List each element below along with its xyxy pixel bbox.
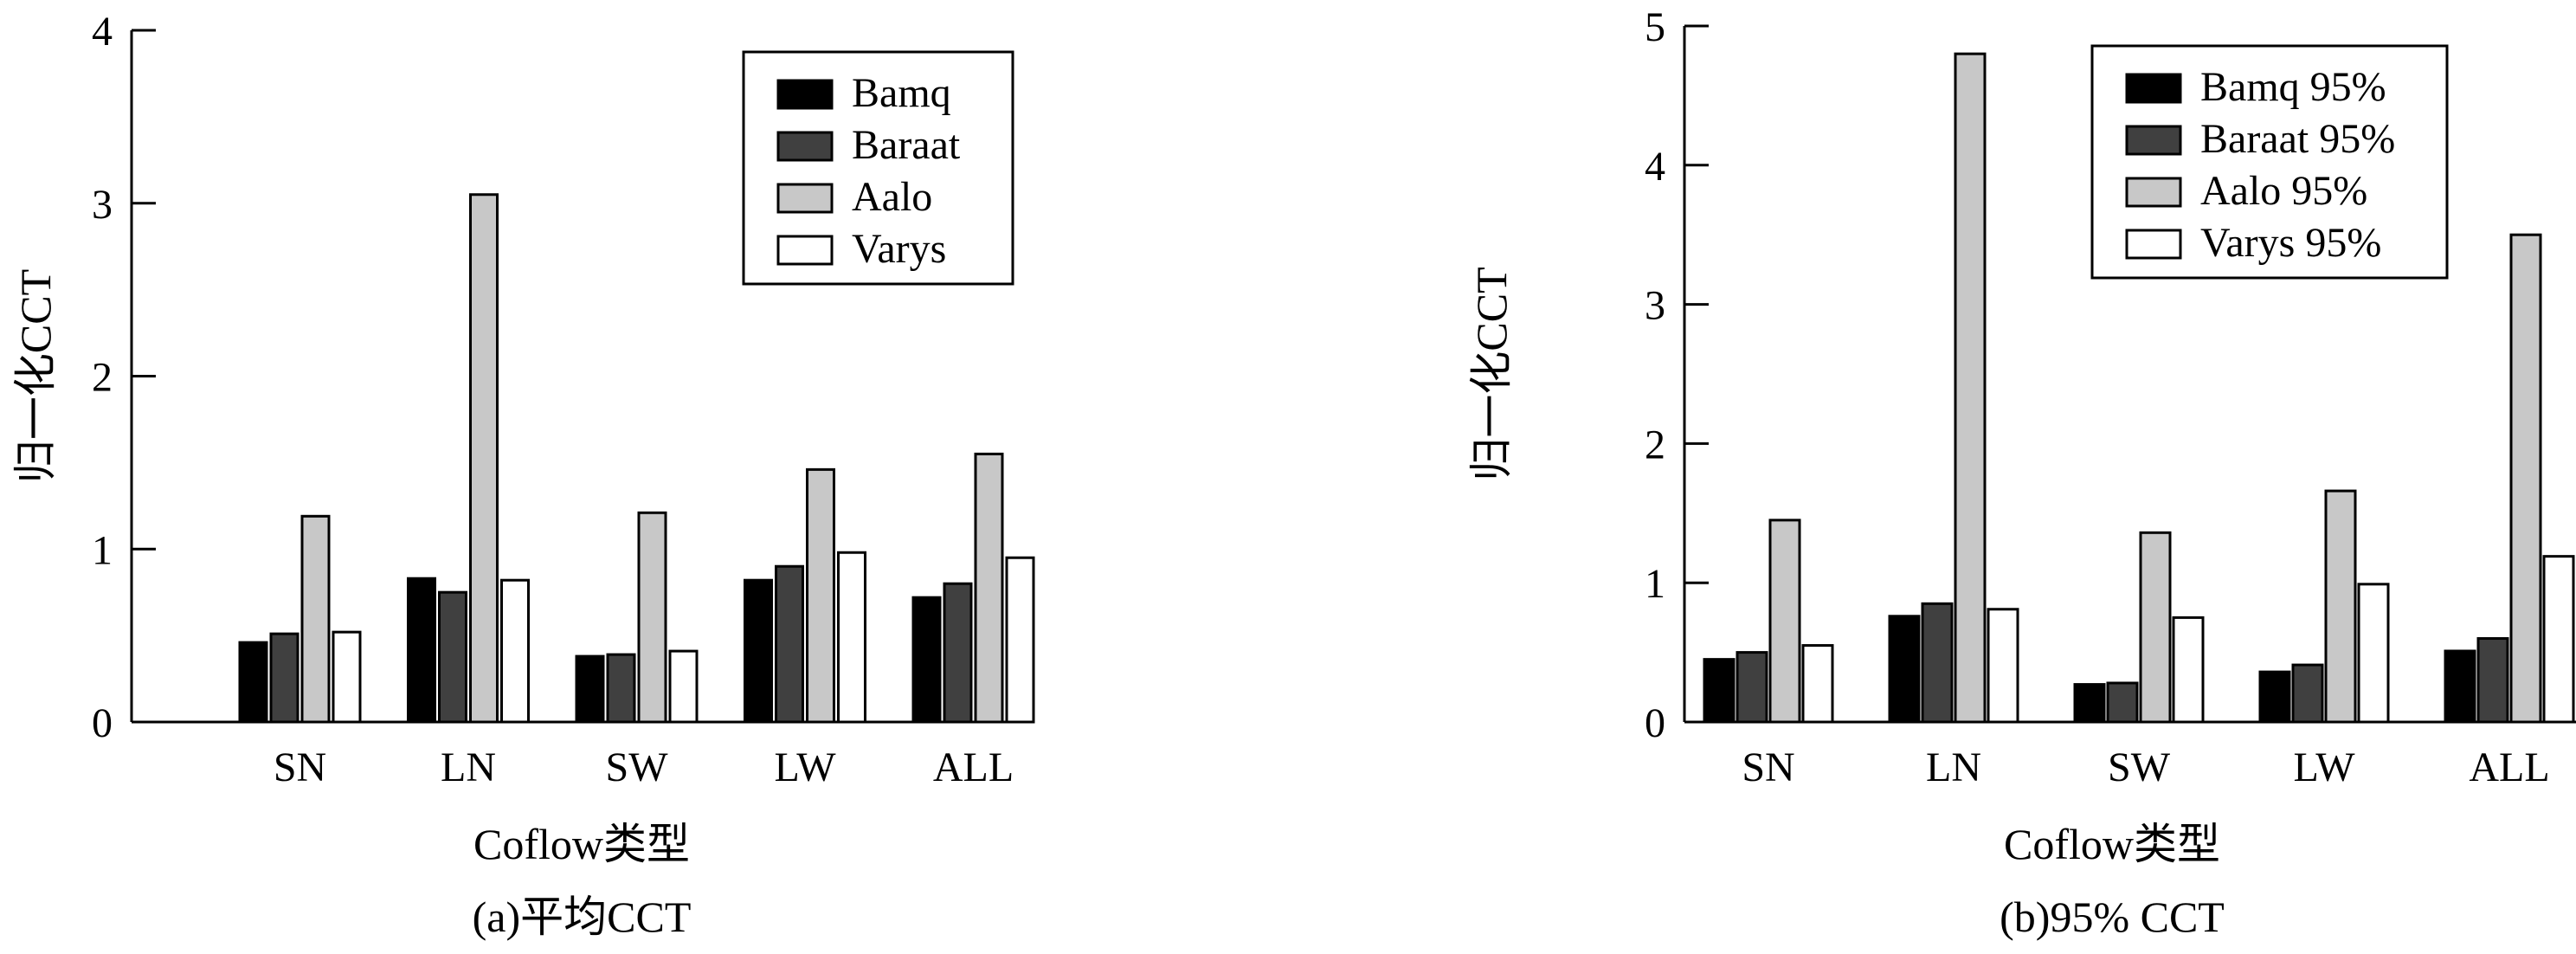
- legend-swatch: [2125, 177, 2182, 208]
- y-tick-label: 1: [1645, 561, 1665, 607]
- y-tick-label: 5: [1645, 4, 1665, 50]
- bar-baraat-lw: [775, 564, 804, 724]
- x-tick-label: LN: [1926, 745, 1981, 790]
- bar-aalo-95-sw: [2139, 531, 2172, 724]
- bar-varys-lw: [837, 551, 866, 724]
- legend-swatch: [776, 183, 834, 214]
- bar-varys-95-lw: [2357, 583, 2390, 724]
- bar-bamq-sn: [238, 641, 268, 724]
- chart-caption: (b)95% CCT: [2000, 893, 2225, 941]
- legend-label: Varys: [852, 226, 946, 272]
- bar-baraat-95-ln: [1921, 602, 1954, 724]
- bar-bamq-lw: [744, 578, 773, 724]
- y-tick-label: 4: [92, 9, 113, 55]
- bar-aalo-95-lw: [2324, 489, 2357, 724]
- bar-bamq-ln: [407, 577, 436, 724]
- legend-swatch: [776, 235, 834, 266]
- x-tick-label: SN: [274, 745, 326, 790]
- bar-aalo-lw: [806, 467, 835, 724]
- y-tick-label: 3: [92, 182, 113, 228]
- bar-bamq-95-sn: [1703, 658, 1736, 724]
- bar-aalo-sn: [300, 514, 331, 724]
- bar-baraat-95-sw: [2106, 681, 2139, 724]
- bar-varys-95-sw: [2172, 616, 2205, 724]
- chart-95th-percentile-cct: 0 1 2 3 4 5 SN LN SW LW ALL Bamq 95% Baraat 95% Aalo …: [1467, 4, 2576, 941]
- y-axis-label: 归一化CCT: [1467, 267, 1516, 480]
- y-tick-label: 2: [1645, 422, 1665, 467]
- x-tick-label: SW: [2108, 745, 2171, 790]
- bar-varys-ln: [500, 578, 530, 724]
- bar-aalo-ln: [469, 193, 499, 724]
- legend-label: Aalo 95%: [2200, 168, 2367, 214]
- bar-varys-all: [1005, 556, 1035, 724]
- bar-baraat-sw: [606, 653, 636, 724]
- y-tick-label: 2: [92, 355, 113, 401]
- chart-average-cct: 0 1 2 3 4 SN LN SW LW ALL Bamq Baraat Aalo Varys 归一化CC…: [11, 9, 1035, 941]
- legend-label: Baraat: [852, 122, 961, 168]
- x-tick-label: LW: [2293, 745, 2355, 790]
- bar-bamq-sw: [575, 654, 605, 724]
- bar-varys-sw: [668, 649, 699, 724]
- chart-caption: (a)平均CCT: [473, 893, 692, 941]
- legend-label: Aalo: [852, 174, 932, 220]
- x-axis-label: Coflow类型: [2004, 820, 2220, 868]
- bar-bamq-95-lw: [2258, 670, 2291, 724]
- bar-bamq-all: [911, 596, 942, 724]
- bar-varys-95-ln: [1987, 608, 2019, 724]
- legend-swatch: [2125, 125, 2182, 156]
- legend-label: Bamq: [852, 70, 951, 116]
- x-tick-label: SW: [606, 745, 669, 790]
- bar-aalo-95-ln: [1954, 52, 1987, 724]
- bar-varys-95-sn: [1801, 644, 1834, 724]
- bar-baraat-95-all: [2476, 637, 2509, 724]
- bar-baraat-sn: [269, 632, 299, 724]
- bar-baraat-95-sn: [1736, 651, 1768, 724]
- legend-label: Baraat 95%: [2200, 116, 2395, 162]
- bar-aalo-95-sn: [1768, 519, 1801, 724]
- y-tick-label: 0: [92, 700, 113, 746]
- bar-bamq-95-ln: [1888, 615, 1921, 724]
- y-axis-label: 归一化CCT: [11, 269, 60, 483]
- x-axis-label: Coflow类型: [473, 820, 690, 868]
- y-tick-label: 0: [1645, 700, 1665, 746]
- legend-swatch: [2125, 73, 2182, 104]
- x-tick-label: SN: [1742, 745, 1794, 790]
- y-tick-label: 4: [1645, 144, 1665, 190]
- x-tick-label: ALL: [933, 745, 1014, 790]
- bar-varys-95-all: [2542, 555, 2575, 724]
- y-tick-label: 3: [1645, 283, 1665, 329]
- y-tick-label: 1: [92, 527, 113, 573]
- x-tick-label: LN: [441, 745, 496, 790]
- bar-baraat-all: [943, 582, 973, 724]
- bar-aalo-sw: [637, 511, 667, 724]
- bar-baraat-ln: [438, 590, 467, 724]
- legend-swatch: [776, 131, 834, 162]
- x-tick-label: ALL: [2469, 745, 2549, 790]
- bar-bamq-95-sw: [2073, 683, 2106, 724]
- legend-label: Varys 95%: [2200, 220, 2381, 266]
- bar-bamq-95-all: [2444, 649, 2476, 724]
- bar-varys-sn: [332, 630, 362, 724]
- legend-swatch: [2125, 229, 2182, 260]
- legend-label: Bamq 95%: [2200, 64, 2386, 110]
- bar-aalo-95-all: [2509, 233, 2542, 724]
- bar-baraat-95-lw: [2291, 663, 2324, 724]
- bar-aalo-all: [974, 452, 1004, 724]
- legend-swatch: [776, 79, 834, 110]
- x-tick-label: LW: [774, 745, 836, 790]
